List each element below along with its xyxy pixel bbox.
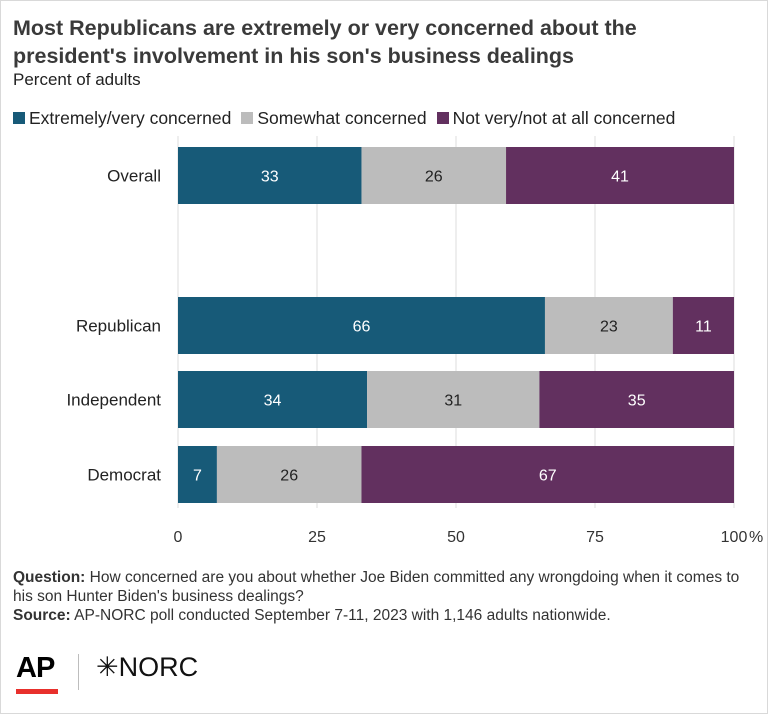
data-label-republican-not-very-not-at-all-concerned: 11 bbox=[695, 319, 712, 336]
bar-overall-not-very-not-at-all-concerned bbox=[506, 147, 734, 204]
legend-swatch-extremely-very bbox=[13, 112, 25, 124]
question-note: Question: How concerned are you about wh… bbox=[13, 568, 753, 606]
bar-independent-somewhat-concerned bbox=[367, 371, 540, 428]
bar-democrat-somewhat-concerned bbox=[216, 446, 362, 503]
data-label-republican-somewhat-concerned: 23 bbox=[600, 319, 618, 336]
x-axis-unit: % bbox=[749, 529, 763, 546]
bar-republican-somewhat-concerned bbox=[544, 297, 673, 354]
data-label-overall-not-very-not-at-all-concerned: 41 bbox=[611, 169, 629, 186]
category-label-overall: Overall bbox=[107, 167, 161, 186]
data-label-independent-somewhat-concerned: 31 bbox=[444, 393, 462, 410]
x-tick-label-75: 75 bbox=[586, 529, 604, 546]
bar-independent-not-very-not-at-all-concerned bbox=[539, 371, 734, 428]
bar-overall-somewhat-concerned bbox=[361, 147, 507, 204]
bar-democrat-not-very-not-at-all-concerned bbox=[361, 446, 734, 503]
source-text: AP-NORC poll conducted September 7-11, 2… bbox=[74, 607, 611, 624]
logo-divider bbox=[78, 654, 79, 690]
chart-title: Most Republicans are extremely or very c… bbox=[13, 16, 637, 68]
norc-logo: ✳︎NORC bbox=[96, 652, 198, 683]
bar-independent-extremely-very-concerned bbox=[178, 371, 368, 428]
stacked-bar-chart: 0 25 50 75 100 % Overall 33 26 41 Republican 66 23 11… bbox=[66, 136, 763, 546]
category-label-independent: Independent bbox=[66, 391, 161, 410]
data-label-independent-extremely-very-concerned: 34 bbox=[264, 393, 282, 410]
source-label: Source: bbox=[13, 607, 71, 624]
bar-republican-not-very-not-at-all-concerned bbox=[672, 297, 734, 354]
question-label: Question: bbox=[13, 569, 86, 586]
ap-logo: AP bbox=[16, 652, 55, 684]
ap-logo-underline bbox=[16, 689, 58, 694]
legend-item-not-very: Not very/not at all concerned bbox=[436, 107, 676, 129]
data-label-republican-extremely-very-concerned: 66 bbox=[353, 319, 371, 336]
x-tick-label-50: 50 bbox=[447, 529, 465, 546]
x-tick-label-0: 0 bbox=[174, 529, 183, 546]
legend-swatch-not-very bbox=[436, 112, 449, 124]
legend-label-not-very: Not very/not at all concerned bbox=[452, 107, 676, 128]
x-tick-label-100: 100 bbox=[721, 529, 748, 546]
question-text: How concerned are you about whether Joe … bbox=[13, 569, 740, 605]
legend: Extremely/very concerned Somewhat concer… bbox=[13, 107, 685, 129]
data-label-democrat-somewhat-concerned: 26 bbox=[280, 468, 298, 485]
source-note: Source: AP-NORC poll conducted September… bbox=[13, 606, 753, 625]
bar-democrat-extremely-very-concerned bbox=[178, 446, 217, 503]
norc-logo-text: NORC bbox=[118, 652, 199, 682]
category-label-democrat: Democrat bbox=[87, 466, 161, 485]
category-label-republican: Republican bbox=[76, 317, 161, 336]
data-label-overall-somewhat-concerned: 26 bbox=[425, 169, 443, 186]
chart-subtitle: Percent of adults bbox=[13, 70, 141, 89]
data-label-democrat-extremely-very-concerned: 7 bbox=[193, 468, 202, 485]
legend-label-somewhat: Somewhat concerned bbox=[257, 107, 427, 128]
chart-notes: Question: How concerned are you about wh… bbox=[13, 568, 753, 625]
bar-overall-extremely-very-concerned bbox=[178, 147, 362, 204]
data-label-independent-not-very-not-at-all-concerned: 35 bbox=[628, 393, 646, 410]
bar-republican-extremely-very-concerned bbox=[178, 297, 545, 354]
legend-swatch-somewhat bbox=[241, 112, 254, 124]
data-label-democrat-not-very-not-at-all-concerned: 67 bbox=[539, 468, 557, 485]
x-tick-label-25: 25 bbox=[308, 529, 326, 546]
legend-label-extremely-very: Extremely/very concerned bbox=[29, 107, 232, 128]
legend-item-extremely-very: Extremely/very concerned bbox=[13, 108, 231, 129]
data-label-overall-extremely-very-concerned: 33 bbox=[261, 169, 279, 186]
norc-star-icon: ✳︎ bbox=[96, 652, 119, 682]
legend-item-somewhat: Somewhat concerned bbox=[241, 107, 427, 129]
